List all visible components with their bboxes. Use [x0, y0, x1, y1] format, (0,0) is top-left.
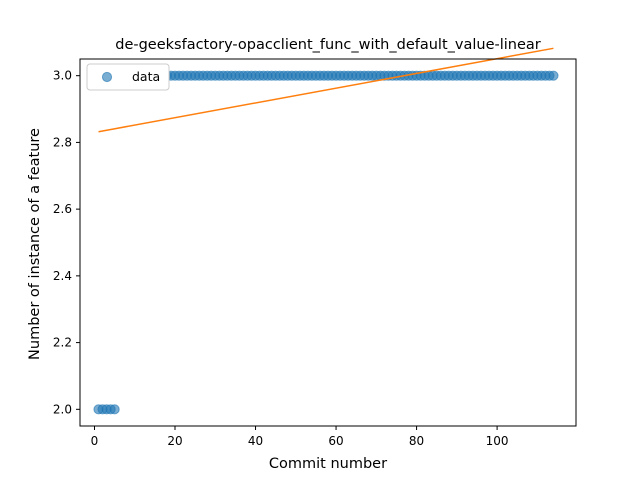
y-tick-label: 2.6 — [53, 202, 72, 216]
x-tick-label: 20 — [167, 434, 182, 448]
legend-box — [86, 63, 170, 91]
y-axis-label: Number of instance of a feature — [27, 128, 43, 360]
chart-title: de-geeksfactory-opacclient_func_with_def… — [115, 37, 541, 53]
x-tick-label: 100 — [486, 434, 509, 448]
axes — [79, 58, 577, 427]
data-point — [548, 70, 559, 81]
y-tick-label: 2.2 — [53, 336, 72, 350]
trend-line-group — [98, 47, 554, 133]
data-point — [109, 404, 120, 415]
legend-label-data: data — [132, 69, 160, 84]
plot-frame — [79, 58, 577, 427]
x-tick-label: 60 — [328, 434, 343, 448]
x-tick-label: 0 — [91, 434, 99, 448]
y-tick-label: 2.4 — [53, 269, 72, 283]
trend-line — [98, 47, 554, 133]
y-tick-label: 2.0 — [53, 402, 72, 416]
y-tick-label: 3.0 — [53, 69, 72, 83]
legend: data — [86, 63, 170, 91]
x-tick-label: 40 — [248, 434, 263, 448]
ticks: 0 20 40 60 80 100 2.0 2.2 2.4 2.6 2.8 3.0 — [53, 69, 509, 448]
x-axis-label: Commit number — [269, 456, 387, 472]
x-tick-label: 80 — [409, 434, 424, 448]
legend-marker-data — [101, 71, 113, 83]
y-tick-label: 2.8 — [53, 135, 72, 149]
